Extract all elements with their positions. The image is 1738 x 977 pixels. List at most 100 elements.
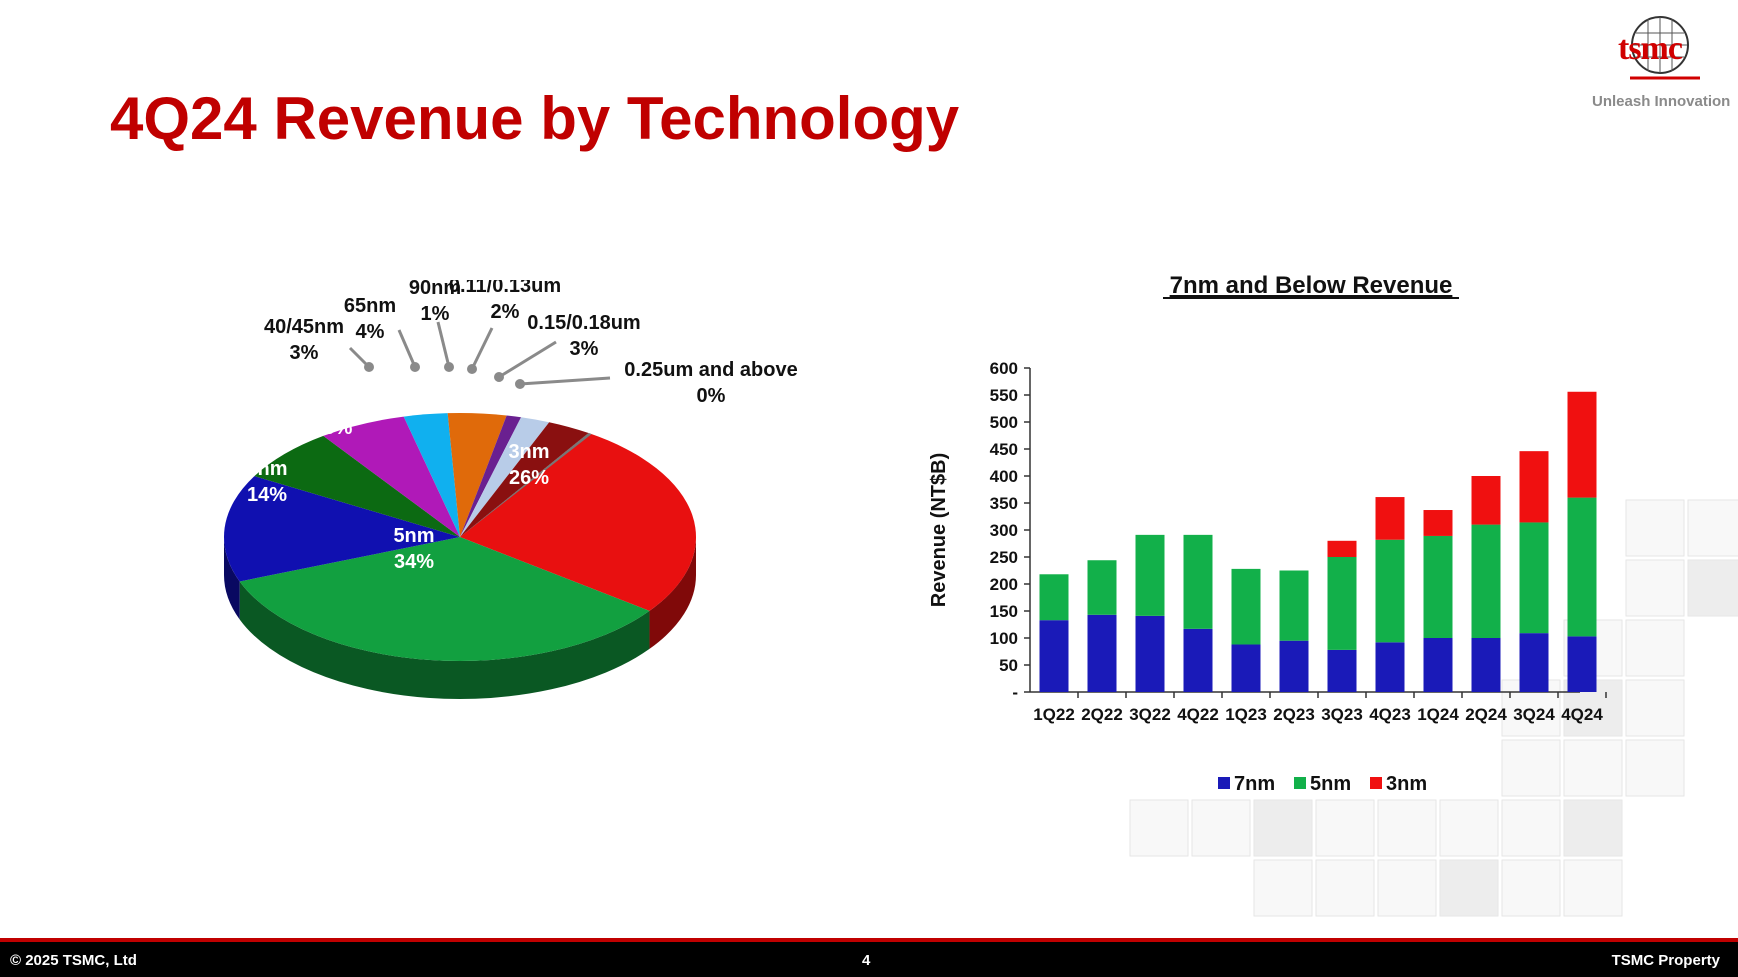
pie-label-40/45nm: 40/45nm	[264, 316, 344, 338]
background-tile	[1563, 739, 1623, 797]
pie-value-0.15/0.18um: 3%	[570, 338, 599, 360]
pie-slice-0.25um and above	[460, 433, 592, 537]
legend-swatch-3nm	[1370, 777, 1382, 789]
logo-tagline: Unleash Innovation	[1592, 93, 1731, 110]
pie-slice-16nm	[254, 435, 460, 537]
background-tile	[1439, 859, 1499, 917]
background-tile	[1253, 799, 1313, 857]
bar-3nm-2Q24	[1471, 476, 1501, 525]
background-tile	[1129, 799, 1189, 857]
pie-slice-0.11/0.13um	[460, 417, 550, 537]
bar-5nm-1Q24	[1423, 535, 1453, 638]
pie-value-0.11/0.13um: 2%	[491, 301, 520, 323]
bar-5nm-2Q23	[1279, 570, 1309, 641]
background-tile	[1501, 739, 1561, 797]
y-tick-label: 550	[990, 386, 1018, 405]
background-tile	[1377, 859, 1437, 917]
bar-7nm-2Q22	[1087, 614, 1117, 692]
pie-value-40/45nm: 3%	[290, 342, 319, 364]
pie-value-0.25um and above: 0%	[697, 385, 726, 407]
legend-label-5nm: 5nm	[1310, 773, 1351, 795]
x-tick-label-4Q22: 4Q22	[1177, 705, 1219, 724]
legend-label-3nm: 3nm	[1386, 773, 1427, 795]
y-tick-label: 350	[990, 494, 1018, 513]
pie-slice-28nm	[323, 416, 460, 537]
pie-slice-side-7nm	[224, 537, 240, 620]
x-tick-label-3Q23: 3Q23	[1321, 705, 1363, 724]
y-tick-label: 450	[990, 440, 1018, 459]
pie-value-7nm: 14%	[247, 484, 287, 506]
bar-5nm-4Q24	[1567, 497, 1597, 637]
background-tile	[1625, 619, 1685, 677]
pie-slice-65nm	[447, 413, 507, 537]
pie-label-65nm: 65nm	[344, 295, 396, 317]
y-tick-label: 50	[999, 656, 1018, 675]
background-tile	[1625, 679, 1685, 737]
background-tile	[1625, 559, 1685, 617]
leader-dot-40/45nm	[364, 362, 374, 372]
x-tick-label-4Q24: 4Q24	[1561, 705, 1603, 724]
pie-value-90nm: 1%	[421, 303, 450, 325]
pie-chart-revenue-by-technology: 3nm 26% 5nm 34% 7nm 14% 16nm 7% 28nm 6% 40/45nm 3% 6…	[224, 280, 798, 699]
background-tile	[1563, 859, 1623, 917]
bar-5nm-1Q23	[1231, 568, 1261, 645]
leader-line-0.25um and above	[519, 376, 611, 386]
background-tile	[1625, 499, 1685, 557]
x-tick-label-3Q24: 3Q24	[1513, 705, 1555, 724]
leader-dot-90nm	[444, 362, 454, 372]
x-tick-label-1Q24: 1Q24	[1417, 705, 1459, 724]
bar-5nm-1Q22	[1039, 574, 1069, 621]
leader-dot-0.11/0.13um	[467, 364, 477, 374]
leader-line-90nm	[436, 321, 451, 368]
y-tick-label: 400	[990, 467, 1018, 486]
pie-label-7nm: 7nm	[246, 458, 287, 480]
bar-chart-7nm-and-below: 7nm and Below Revenue Revenue (NT$B) - 50 10…	[928, 272, 1607, 795]
pie-label-90nm: 90nm	[409, 280, 461, 299]
pie-slice-5nm	[239, 537, 650, 661]
pie-value-16nm: 7%	[267, 432, 296, 454]
wafer-icon	[1630, 16, 1700, 80]
y-tick-label: 300	[990, 521, 1018, 540]
bar-7nm-1Q24	[1423, 638, 1453, 692]
background-tile	[1501, 799, 1561, 857]
x-tick-label-2Q23: 2Q23	[1273, 705, 1315, 724]
bar-7nm-1Q22	[1039, 620, 1069, 692]
pie-slice-40/45nm	[403, 413, 460, 537]
pie-label-28nm: 28nm	[312, 391, 364, 413]
bar-7nm-3Q23	[1327, 649, 1357, 692]
bar-3nm-4Q23	[1375, 497, 1405, 540]
bar-3nm-3Q24	[1519, 451, 1549, 523]
bar-3nm-3Q23	[1327, 540, 1357, 557]
bar-7nm-4Q22	[1183, 628, 1213, 692]
y-tick-label: 600	[990, 359, 1018, 378]
background-tile	[1439, 799, 1499, 857]
leader-line-65nm	[397, 329, 417, 368]
pie-label-16nm: 16nm	[255, 406, 307, 428]
leader-dot-0.15/0.18um	[494, 372, 504, 382]
bar-5nm-4Q22	[1183, 534, 1213, 629]
page-title: 4Q24 Revenue by Technology	[110, 85, 960, 152]
legend-swatch-5nm	[1294, 777, 1306, 789]
y-tick-label: 250	[990, 548, 1018, 567]
background-tile	[1687, 559, 1738, 617]
bar-7nm-1Q23	[1231, 644, 1261, 692]
background-tile	[1253, 859, 1313, 917]
background-tile	[1191, 799, 1251, 857]
x-tick-label-2Q22: 2Q22	[1081, 705, 1123, 724]
tsmc-logo: tsmc	[1590, 8, 1730, 108]
pie-value-65nm: 4%	[356, 321, 385, 343]
bar-7nm-2Q23	[1279, 640, 1309, 692]
bar-5nm-3Q23	[1327, 557, 1357, 650]
background-tile	[1563, 799, 1623, 857]
legend-label-7nm: 7nm	[1234, 773, 1275, 795]
background-tile	[1315, 859, 1375, 917]
pie-slice-side-5nm	[239, 581, 650, 699]
bar-7nm-3Q22	[1135, 615, 1165, 692]
pie-label-0.25um and above: 0.25um and above	[624, 359, 797, 381]
y-tick-label: 150	[990, 602, 1018, 621]
x-tick-label-3Q22: 3Q22	[1129, 705, 1171, 724]
pie-label-3nm: 3nm	[508, 441, 549, 463]
background-tile	[1687, 499, 1738, 557]
bar-5nm-3Q24	[1519, 522, 1549, 634]
